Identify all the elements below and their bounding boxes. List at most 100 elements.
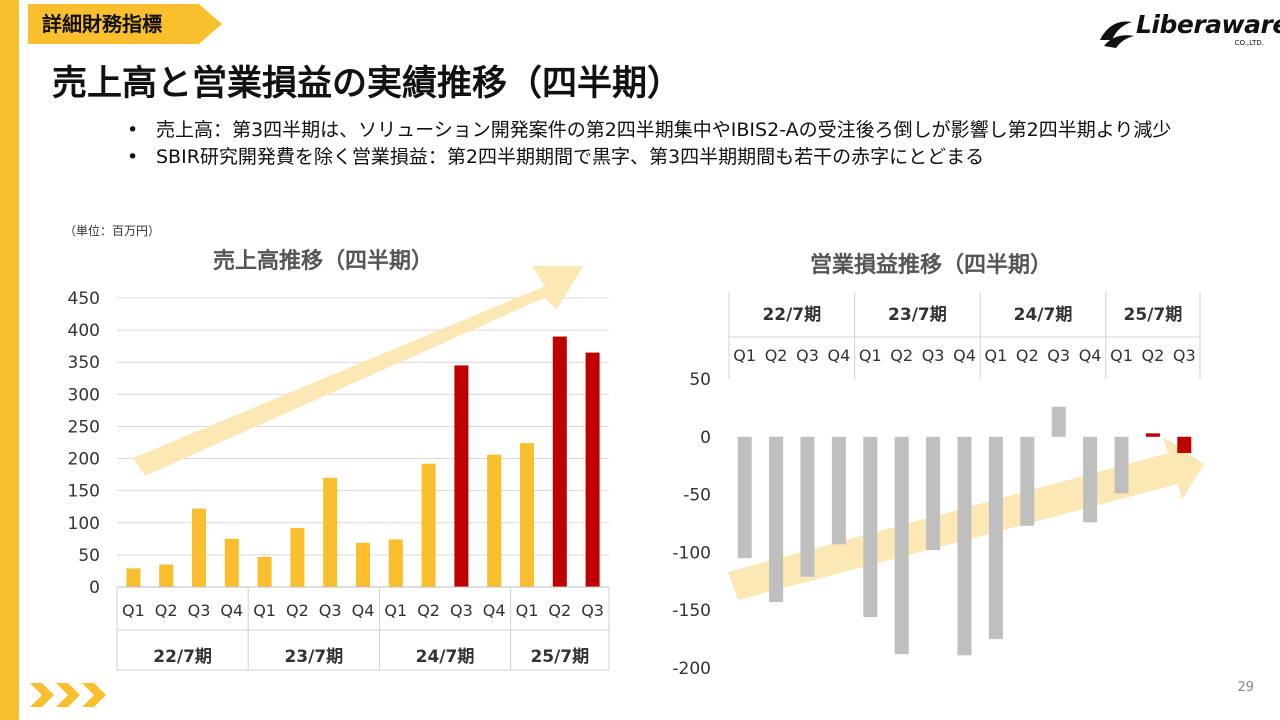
sales-bar: [520, 443, 534, 587]
y-tick-label: 350: [68, 353, 100, 373]
x-tick-label: Q4: [1079, 346, 1102, 365]
group-label: 22/7期: [762, 305, 821, 325]
profit-bar: [1114, 436, 1129, 494]
bullet-item: SBIR研究開発費を除く営業損益：第2四半期期間で黒字、第3四半期期間も若干の赤…: [123, 144, 1233, 171]
x-tick-label: Q4: [220, 601, 243, 620]
y-tick-label: 400: [68, 321, 100, 341]
x-tick-label: Q1: [733, 346, 756, 365]
x-tick-label: Q3: [1047, 346, 1070, 365]
x-tick-label: Q1: [253, 601, 276, 620]
group-label: 23/7期: [888, 305, 947, 325]
profit-bar: [737, 436, 752, 559]
sales-bar: [454, 365, 469, 587]
profit-bar: [1145, 433, 1160, 437]
x-tick-label: Q4: [352, 601, 375, 620]
profit-bar: [1020, 436, 1035, 526]
sales-bar: [421, 463, 436, 587]
company-logo: Liberaware CO.,LTD.: [1098, 8, 1280, 52]
left-accent-bar: [0, 0, 19, 720]
sales-bar: [552, 336, 567, 587]
group-label: 25/7期: [1124, 305, 1183, 325]
y-tick-label: 50: [78, 546, 100, 566]
x-tick-label: Q2: [548, 601, 571, 620]
sales-bar: [356, 542, 370, 587]
unit-label: （単位：百万円）: [64, 224, 161, 238]
y-tick-label: 0: [89, 578, 100, 598]
x-tick-label: Q4: [828, 346, 851, 365]
sales-bar: [224, 538, 239, 587]
x-tick-label: Q2: [1142, 346, 1165, 365]
profit-bar: [1051, 406, 1066, 437]
logo-subtext: CO.,LTD.: [1234, 39, 1264, 47]
y-tick-label: 450: [68, 289, 100, 309]
x-tick-label: Q1: [985, 346, 1008, 365]
y-tick-label: -150: [672, 601, 711, 621]
group-label: 24/7期: [416, 647, 475, 667]
x-tick-label: Q2: [765, 346, 788, 365]
y-tick-label: 300: [68, 385, 100, 405]
profit-bar: [1083, 436, 1098, 523]
x-tick-label: Q4: [483, 601, 506, 620]
x-tick-label: Q1: [122, 601, 145, 620]
group-label: 24/7期: [1014, 305, 1073, 325]
x-tick-label: Q2: [286, 601, 309, 620]
profit-bar: [769, 436, 784, 603]
profit-bar: [957, 436, 972, 656]
trend-arrow: [133, 266, 583, 476]
sales-bar: [585, 352, 600, 587]
x-tick-label: Q3: [319, 601, 342, 620]
sales-bar: [323, 477, 338, 587]
y-tick-label: -200: [672, 659, 711, 679]
sales-chart-title: 売上高推移（四半期）: [213, 249, 434, 274]
y-tick-label: 150: [68, 482, 100, 502]
y-tick-label: -100: [672, 543, 711, 563]
y-tick-label: 50: [689, 370, 711, 390]
group-label: 25/7期: [530, 647, 589, 667]
logo-swoosh-icon: [1100, 21, 1134, 48]
bullet-list: 売上高：第3四半期は、ソリューション開発案件の第2四半期集中やIBIS2-Aの受…: [123, 117, 1233, 171]
y-tick-label: -50: [683, 486, 711, 506]
profit-bar: [831, 436, 846, 545]
group-label: 22/7期: [153, 647, 212, 667]
x-tick-label: Q2: [155, 601, 178, 620]
x-tick-label: Q1: [1110, 346, 1133, 365]
chevron-decoration-icon: [30, 683, 106, 707]
x-tick-label: Q3: [450, 601, 473, 620]
y-tick-label: 200: [68, 450, 100, 470]
group-label: 23/7期: [284, 647, 343, 667]
section-tag: 詳細財務指標: [28, 4, 222, 44]
x-tick-label: Q3: [796, 346, 819, 365]
x-tick-label: Q4: [953, 346, 976, 365]
x-tick-label: Q3: [581, 601, 604, 620]
profit-bar: [800, 436, 815, 577]
x-tick-label: Q2: [890, 346, 913, 365]
x-tick-label: Q3: [922, 346, 945, 365]
y-tick-label: 100: [68, 514, 100, 534]
x-tick-label: Q1: [384, 601, 407, 620]
logo-text: Liberaware: [1136, 10, 1280, 39]
x-tick-label: Q1: [859, 346, 882, 365]
y-tick-label: 0: [700, 428, 711, 448]
page-title: 売上高と営業損益の実績推移（四半期）: [52, 64, 683, 104]
x-tick-label: Q3: [188, 601, 211, 620]
sales-bar: [388, 539, 403, 587]
x-tick-label: Q2: [417, 601, 440, 620]
sales-bar: [159, 564, 174, 587]
page-number: 29: [1237, 680, 1254, 695]
x-tick-label: Q3: [1173, 346, 1196, 365]
profit-bar: [988, 436, 1003, 640]
y-tick-label: 250: [68, 417, 100, 437]
profit-chart-title: 営業損益推移（四半期）: [810, 253, 1053, 278]
sales-bar: [257, 556, 272, 587]
profit-bar: [926, 436, 941, 551]
x-tick-label: Q1: [516, 601, 539, 620]
profit-bar: [1177, 436, 1192, 453]
sales-bar: [290, 527, 305, 587]
profit-bar: [863, 436, 878, 618]
bullet-item: 売上高：第3四半期は、ソリューション開発案件の第2四半期集中やIBIS2-Aの受…: [123, 117, 1233, 144]
sales-bar: [126, 568, 141, 587]
sales-bar: [487, 454, 502, 587]
profit-bar: [894, 436, 909, 655]
